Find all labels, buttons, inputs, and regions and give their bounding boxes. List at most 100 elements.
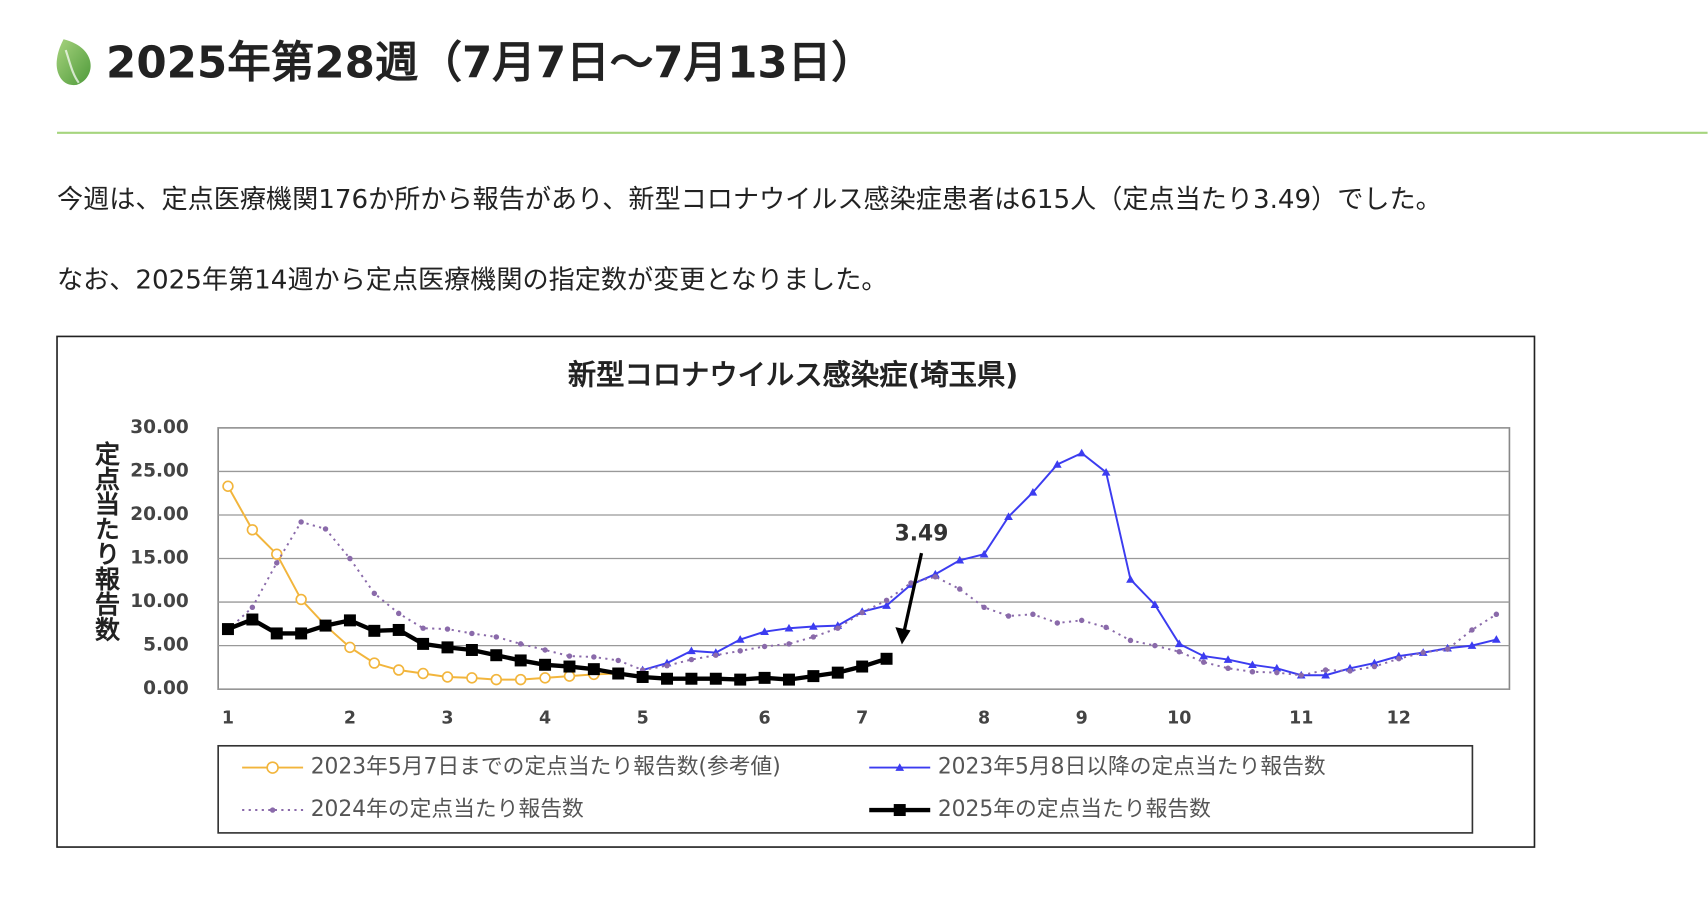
point (713, 652, 719, 658)
point (417, 637, 430, 650)
point (295, 627, 308, 640)
point (685, 672, 698, 685)
point (539, 672, 551, 684)
point (758, 671, 771, 684)
legend-label: 2025年の定点当たり報告数 (938, 797, 1211, 822)
x-tick-label: 4 (539, 709, 551, 729)
heading: 2025年第28週（7月7日～7月13日） (106, 38, 875, 88)
point (1469, 627, 1475, 633)
point (615, 657, 621, 664)
point (465, 644, 478, 656)
point (1126, 575, 1135, 583)
point (542, 647, 548, 653)
point (1249, 669, 1256, 675)
point (1492, 635, 1501, 643)
point (1274, 669, 1280, 676)
point (319, 619, 332, 632)
x-tick-label: 12 (1387, 709, 1411, 729)
y-tick-label: 0.00 (143, 678, 189, 699)
point (784, 623, 794, 632)
point (1176, 649, 1182, 655)
point (221, 623, 234, 636)
y-axis-label: 定点当たり報告数 (92, 440, 121, 642)
legend-marker (893, 804, 906, 817)
point (882, 601, 891, 609)
y-tick-label: 20.00 (130, 504, 189, 525)
x-tick-label: 3 (441, 709, 453, 729)
point (981, 604, 987, 611)
point (270, 627, 283, 640)
point (591, 654, 597, 660)
point (1420, 649, 1426, 656)
point (368, 657, 381, 669)
point (441, 671, 454, 683)
y-tick-label: 10.00 (130, 591, 189, 612)
x-tick-label: 7 (856, 709, 868, 729)
x-tick-label: 5 (637, 709, 649, 729)
point (612, 667, 625, 680)
point (343, 614, 356, 627)
point (661, 672, 674, 685)
point (957, 586, 963, 592)
point (514, 673, 527, 686)
point (444, 626, 451, 632)
point (1030, 611, 1036, 617)
point (1078, 617, 1085, 624)
point (1223, 655, 1233, 663)
annotation: 3.49 (895, 522, 949, 547)
x-tick-label: 8 (978, 709, 990, 729)
point (1103, 624, 1109, 631)
point (1152, 642, 1158, 649)
point (810, 634, 817, 640)
x-tick-label: 9 (1076, 709, 1088, 729)
point (1467, 641, 1477, 649)
point (1028, 487, 1038, 496)
point (761, 643, 768, 650)
point (1052, 460, 1062, 468)
point (322, 526, 329, 532)
legend-marker (895, 763, 905, 771)
annotation-arrow (902, 552, 924, 632)
point (1199, 651, 1209, 660)
y-tick-label: 5.00 (143, 635, 189, 656)
point (368, 624, 381, 637)
point (932, 574, 939, 580)
x-tick-label: 2 (344, 709, 356, 729)
point (1127, 637, 1134, 644)
point (1054, 620, 1061, 626)
point (1371, 663, 1378, 670)
point (783, 673, 795, 686)
point (514, 654, 527, 667)
point (856, 660, 869, 673)
legend-marker (266, 761, 279, 774)
point (664, 662, 670, 669)
series-line (642, 451, 1497, 677)
series-line (227, 617, 888, 682)
legend-marker (269, 807, 276, 813)
legend-label: 2023年5月8日以降の定点当たり報告数 (938, 755, 1326, 780)
x-tick-label: 11 (1289, 709, 1313, 729)
point (1150, 600, 1160, 608)
x-tick-label: 1 (222, 709, 234, 729)
point (344, 641, 356, 654)
x-tick-label: 10 (1167, 709, 1191, 729)
point (760, 627, 769, 635)
leaf-icon (56, 39, 91, 86)
point (420, 625, 426, 631)
paragraph: なお、2025年第14週から定点医療機関の指定数が変更となりました。 (57, 265, 887, 295)
point (908, 580, 914, 586)
point (786, 641, 792, 647)
legend-label: 2023年5月7日までの定点当たり報告数(参考値) (311, 755, 781, 780)
x-tick-label: 6 (759, 709, 771, 729)
point (490, 673, 502, 686)
point (831, 666, 844, 679)
point (1322, 667, 1329, 673)
point (246, 524, 259, 536)
point (979, 549, 989, 558)
point (563, 670, 576, 682)
point (517, 641, 524, 647)
point (1225, 665, 1231, 672)
point (1272, 663, 1282, 672)
